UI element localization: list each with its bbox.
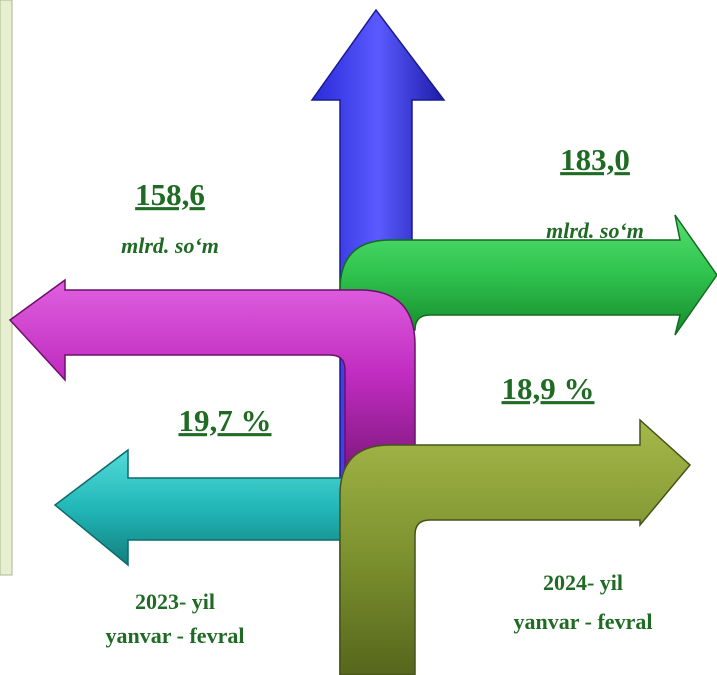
right-amount: 183,0 bbox=[560, 142, 630, 177]
magenta-arrow bbox=[8, 278, 416, 471]
left-unit: mlrd. so‘m bbox=[121, 233, 219, 258]
green-arrow bbox=[339, 214, 717, 336]
right-period-year: 2024- yil bbox=[543, 570, 623, 595]
teal-arrow bbox=[53, 448, 346, 567]
right-share: 18,9 % bbox=[502, 371, 595, 406]
side-strip bbox=[0, 0, 13, 576]
left-period-year: 2023- yil bbox=[135, 589, 215, 614]
left-amount: 158,6 bbox=[135, 177, 205, 212]
left-share: 19,7 % bbox=[179, 403, 272, 438]
right-unit: mlrd. so‘m bbox=[546, 218, 644, 243]
left-period-months: yanvar - fevral bbox=[106, 623, 245, 648]
right-period-months: yanvar - fevral bbox=[514, 609, 653, 634]
olive-arrow bbox=[339, 418, 692, 675]
